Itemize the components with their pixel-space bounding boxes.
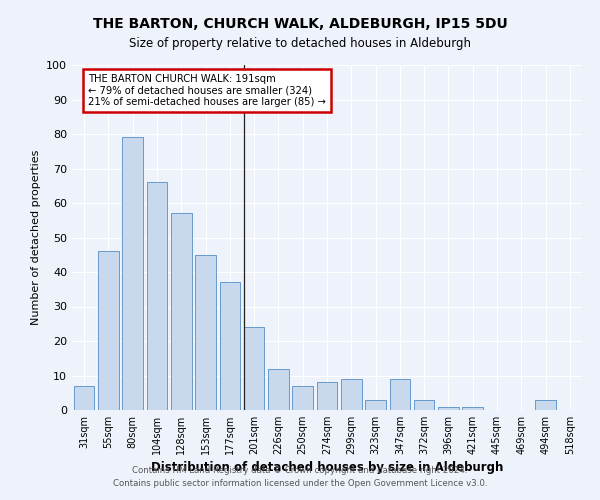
Bar (365, 400, 386, 410)
Bar (74, 386, 94, 410)
Bar (317, 382, 337, 410)
Y-axis label: Number of detached properties: Number of detached properties (31, 150, 41, 325)
Bar (220, 282, 240, 410)
Bar (463, 406, 483, 410)
Bar (438, 406, 459, 410)
Bar (414, 400, 434, 410)
Bar (171, 214, 191, 410)
Text: Contains HM Land Registry data © Crown copyright and database right 2024.
Contai: Contains HM Land Registry data © Crown c… (113, 466, 487, 487)
Text: THE BARTON, CHURCH WALK, ALDEBURGH, IP15 5DU: THE BARTON, CHURCH WALK, ALDEBURGH, IP15… (92, 18, 508, 32)
Text: THE BARTON CHURCH WALK: 191sqm
← 79% of detached houses are smaller (324)
21% of: THE BARTON CHURCH WALK: 191sqm ← 79% of … (88, 74, 326, 107)
Bar (122, 138, 143, 410)
Bar (244, 327, 265, 410)
Text: Size of property relative to detached houses in Aldeburgh: Size of property relative to detached ho… (129, 38, 471, 51)
X-axis label: Distribution of detached houses by size in Aldeburgh: Distribution of detached houses by size … (151, 461, 503, 474)
Bar (292, 386, 313, 410)
Bar (98, 252, 119, 410)
Bar (535, 400, 556, 410)
Bar (389, 379, 410, 410)
Bar (341, 379, 362, 410)
Bar (268, 368, 289, 410)
Bar (146, 182, 167, 410)
Bar (195, 255, 216, 410)
